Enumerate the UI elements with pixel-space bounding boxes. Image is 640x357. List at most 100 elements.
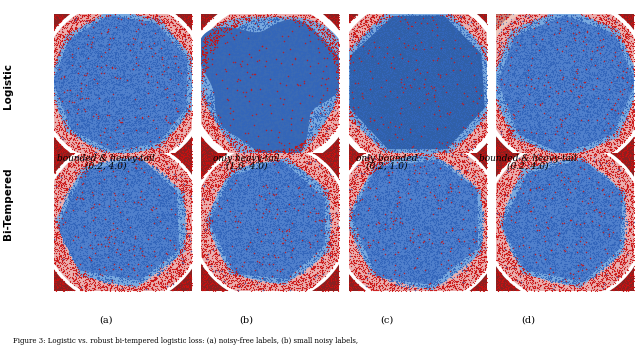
Point [362, 12, 372, 18]
Point [201, 143, 211, 149]
Point [307, 126, 317, 131]
Point [515, 101, 525, 107]
Point [168, 142, 179, 148]
Point [332, 258, 342, 264]
Point [124, 236, 134, 242]
Point [481, 121, 492, 127]
Point [404, 50, 414, 56]
Point [377, 245, 387, 251]
Point [344, 75, 354, 81]
Point [491, 107, 501, 112]
Point [330, 232, 340, 238]
Point [426, 161, 436, 167]
Point [381, 220, 392, 226]
Point [100, 15, 110, 21]
Point [84, 146, 94, 152]
Point [68, 196, 79, 201]
Point [143, 86, 154, 92]
Point [106, 106, 116, 112]
Point [563, 122, 573, 128]
Point [429, 197, 439, 202]
Point [607, 102, 618, 107]
Point [447, 276, 458, 281]
Point [534, 143, 545, 149]
Point [70, 185, 81, 191]
Point [163, 56, 173, 61]
Point [239, 210, 249, 216]
Point [545, 273, 556, 279]
Point [590, 127, 600, 133]
Point [107, 57, 117, 62]
Point [397, 46, 408, 52]
Point [579, 207, 589, 213]
Point [119, 73, 129, 79]
Point [76, 81, 86, 86]
Point [265, 248, 275, 254]
Point [67, 176, 77, 181]
Point [428, 57, 438, 63]
Point [260, 74, 270, 80]
Point [559, 119, 570, 125]
Point [257, 146, 267, 151]
Point [588, 86, 598, 92]
Point [513, 210, 523, 215]
Point [271, 185, 281, 191]
Point [79, 156, 90, 162]
Point [554, 67, 564, 73]
Point [52, 53, 62, 59]
Point [104, 46, 114, 52]
Point [450, 76, 460, 82]
Point [559, 244, 569, 250]
Point [592, 199, 602, 205]
Point [567, 244, 577, 250]
Point [262, 97, 273, 103]
Point [516, 118, 526, 124]
Point [80, 131, 90, 136]
Point [446, 16, 456, 22]
Point [65, 26, 76, 32]
Point [573, 209, 583, 215]
Point [320, 218, 330, 223]
Point [351, 268, 361, 274]
Point [73, 188, 83, 193]
Point [478, 153, 488, 159]
Point [210, 45, 220, 51]
Point [184, 187, 194, 193]
Point [589, 240, 600, 246]
Point [536, 37, 546, 43]
Point [602, 134, 612, 139]
Point [548, 117, 558, 123]
Point [363, 203, 373, 209]
Point [98, 192, 108, 198]
Point [79, 45, 90, 51]
Point [232, 270, 243, 276]
Point [474, 237, 484, 243]
Point [282, 99, 292, 105]
Point [625, 165, 636, 171]
Point [570, 259, 580, 265]
Point [324, 101, 335, 107]
Point [574, 254, 584, 260]
Point [119, 237, 129, 243]
Point [156, 117, 166, 123]
Point [499, 213, 509, 219]
Point [230, 59, 240, 65]
Point [504, 260, 514, 265]
Point [550, 129, 560, 134]
Point [322, 152, 332, 158]
Point [157, 187, 167, 192]
Point [97, 254, 108, 260]
Point [388, 40, 398, 45]
Point [551, 44, 561, 50]
Point [364, 171, 374, 177]
Point [620, 104, 630, 109]
Point [530, 60, 540, 66]
Point [92, 46, 102, 52]
Point [105, 111, 115, 117]
Point [301, 202, 312, 208]
Point [363, 181, 373, 186]
Point [201, 99, 211, 105]
Point [120, 154, 131, 160]
Point [470, 242, 480, 247]
Point [620, 15, 630, 20]
